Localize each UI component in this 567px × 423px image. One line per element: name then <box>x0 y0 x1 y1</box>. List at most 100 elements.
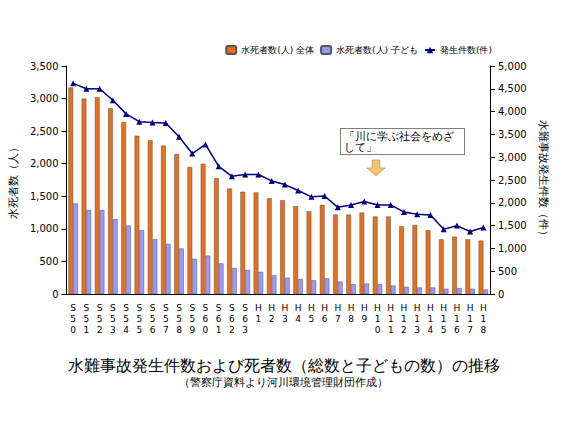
svg-text:（警察庁資料より河川環境管理財団作成）: （警察庁資料より河川環境管理財団作成） <box>179 376 388 389</box>
svg-text:H: H <box>480 303 487 313</box>
svg-text:5: 5 <box>136 314 142 324</box>
svg-text:H: H <box>281 303 288 313</box>
svg-text:H: H <box>361 303 368 313</box>
svg-text:S: S <box>189 303 195 313</box>
svg-text:8: 8 <box>176 325 182 335</box>
svg-text:5: 5 <box>84 314 90 324</box>
svg-text:3: 3 <box>414 325 420 335</box>
svg-text:6: 6 <box>203 314 209 324</box>
svg-text:1,500: 1,500 <box>498 220 527 231</box>
svg-text:5: 5 <box>308 314 314 324</box>
svg-text:S: S <box>136 303 142 313</box>
svg-text:H: H <box>308 303 315 313</box>
svg-text:2,500: 2,500 <box>498 175 527 186</box>
svg-text:H: H <box>374 303 381 313</box>
svg-text:H: H <box>334 303 341 313</box>
svg-text:0: 0 <box>498 289 504 300</box>
svg-text:S: S <box>242 303 248 313</box>
svg-text:S: S <box>150 303 156 313</box>
svg-text:5: 5 <box>441 325 447 335</box>
svg-text:3,000: 3,000 <box>30 93 59 104</box>
svg-text:S: S <box>123 303 129 313</box>
svg-text:H: H <box>401 303 408 313</box>
svg-text:5: 5 <box>176 314 182 324</box>
svg-text:S: S <box>70 303 76 313</box>
svg-text:5: 5 <box>163 314 169 324</box>
svg-text:H: H <box>348 303 355 313</box>
svg-text:0: 0 <box>52 289 58 300</box>
svg-text:4,500: 4,500 <box>498 83 527 94</box>
svg-text:水難事故発生件数および死者数（総数と子どもの数）の推移: 水難事故発生件数および死者数（総数と子どもの数）の推移 <box>68 356 500 375</box>
svg-text:5: 5 <box>97 314 103 324</box>
svg-text:1: 1 <box>467 314 473 324</box>
svg-text:5: 5 <box>189 314 195 324</box>
svg-text:7: 7 <box>335 314 341 324</box>
svg-text:1,000: 1,000 <box>30 223 59 234</box>
svg-text:S: S <box>176 303 182 313</box>
svg-text:2: 2 <box>229 325 235 335</box>
svg-text:0: 0 <box>203 325 209 335</box>
svg-text:5: 5 <box>110 314 116 324</box>
svg-text:6: 6 <box>454 325 460 335</box>
svg-text:3,000: 3,000 <box>498 152 527 163</box>
svg-text:4: 4 <box>295 314 301 324</box>
svg-text:5: 5 <box>150 314 156 324</box>
svg-text:H: H <box>321 303 328 313</box>
svg-text:S: S <box>163 303 169 313</box>
svg-text:H: H <box>387 303 394 313</box>
svg-text:2,000: 2,000 <box>498 197 527 208</box>
svg-text:1: 1 <box>84 325 90 335</box>
svg-text:3,500: 3,500 <box>498 129 527 140</box>
svg-text:8: 8 <box>481 325 487 335</box>
svg-text:4: 4 <box>428 325 434 335</box>
svg-text:1: 1 <box>401 314 407 324</box>
svg-text:5,000: 5,000 <box>498 61 527 72</box>
svg-text:S: S <box>203 303 209 313</box>
svg-text:4: 4 <box>123 325 129 335</box>
svg-text:水死者数(人) 全体: 水死者数(人) 全体 <box>241 45 314 55</box>
svg-text:4,000: 4,000 <box>498 106 527 117</box>
svg-text:1: 1 <box>481 314 487 324</box>
svg-text:6: 6 <box>242 314 248 324</box>
svg-text:H: H <box>268 303 275 313</box>
svg-text:9: 9 <box>189 325 195 335</box>
svg-text:7: 7 <box>163 325 169 335</box>
svg-text:0: 0 <box>70 325 76 335</box>
svg-text:3: 3 <box>110 325 116 335</box>
svg-text:2,500: 2,500 <box>30 126 59 137</box>
svg-text:3,500: 3,500 <box>30 61 59 72</box>
svg-text:5: 5 <box>136 325 142 335</box>
svg-text:1: 1 <box>454 314 460 324</box>
svg-text:5: 5 <box>123 314 129 324</box>
svg-text:1: 1 <box>256 314 262 324</box>
svg-text:水死者数(人) 子ども: 水死者数(人) 子ども <box>336 45 418 55</box>
svg-text:S: S <box>84 303 90 313</box>
svg-text:500: 500 <box>498 266 517 277</box>
svg-text:3: 3 <box>282 314 288 324</box>
svg-text:6: 6 <box>229 314 235 324</box>
svg-text:1: 1 <box>388 314 394 324</box>
svg-text:1,000: 1,000 <box>498 243 527 254</box>
svg-text:8: 8 <box>348 314 354 324</box>
svg-text:S: S <box>110 303 116 313</box>
svg-text:2: 2 <box>269 314 275 324</box>
svg-text:1: 1 <box>441 314 447 324</box>
svg-text:1,500: 1,500 <box>30 191 59 202</box>
svg-text:H: H <box>295 303 302 313</box>
svg-text:S: S <box>216 303 222 313</box>
svg-text:2,000: 2,000 <box>30 158 59 169</box>
svg-text:1: 1 <box>414 314 420 324</box>
svg-text:して」: して」 <box>344 141 377 154</box>
svg-text:6: 6 <box>322 314 328 324</box>
svg-text:6: 6 <box>216 314 222 324</box>
svg-text:2: 2 <box>401 325 407 335</box>
svg-text:H: H <box>467 303 474 313</box>
svg-text:H: H <box>454 303 461 313</box>
svg-text:0: 0 <box>375 325 381 335</box>
svg-text:500: 500 <box>39 256 58 267</box>
svg-text:S: S <box>229 303 235 313</box>
svg-text:5: 5 <box>70 314 76 324</box>
svg-text:H: H <box>414 303 421 313</box>
svg-text:1: 1 <box>216 325 222 335</box>
svg-text:水難事故発生件数（件）: 水難事故発生件数（件） <box>537 120 550 241</box>
